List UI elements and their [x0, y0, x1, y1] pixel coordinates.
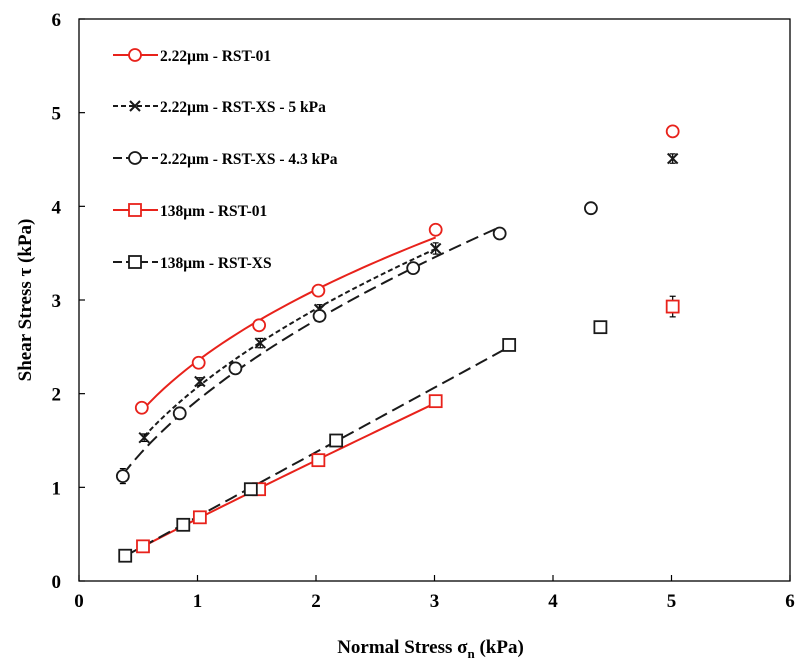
- data-point: [666, 152, 679, 165]
- data-point: [254, 337, 267, 349]
- x-tick-label: 0: [74, 591, 84, 612]
- legend-entry-2: 2.22μm - RST-XS - 4.3 kPa: [113, 151, 338, 168]
- x-marker-stroke: [138, 431, 150, 444]
- series-4-trend-line: [124, 346, 510, 557]
- x-tick-label: 2: [311, 591, 321, 612]
- series-2-points: [115, 201, 598, 485]
- plot-area: [115, 124, 680, 563]
- legend-label: 138μm - RST-XS: [160, 255, 272, 272]
- legend-entry-1: 2.22μm - RST-XS - 5 kPa: [113, 99, 326, 116]
- legend-entry-0: 2.22μm - RST-01: [113, 48, 271, 65]
- x-marker-stroke: [129, 100, 141, 112]
- data-point: [118, 548, 133, 563]
- series-3-points: [136, 295, 680, 554]
- series-0-trend-line: [141, 236, 437, 412]
- data-point: [665, 124, 680, 139]
- data-point: [191, 355, 206, 370]
- series-1-points: [138, 152, 679, 444]
- legend-marker: [128, 151, 142, 165]
- x-tick-label: 6: [785, 591, 795, 612]
- y-tick-label: 2: [52, 385, 62, 406]
- data-point: [172, 406, 187, 421]
- axes: 0 1 2 3 4 5 6 0 1 2 3 4 5 6 Normal Stress σn (kPa) Shea…: [15, 10, 795, 661]
- y-tick-label: 3: [52, 291, 62, 312]
- series-2-trend-line: [122, 226, 501, 476]
- data-point: [228, 361, 243, 376]
- data-point: [136, 539, 150, 554]
- data-point: [502, 338, 517, 352]
- data-point: [243, 482, 258, 497]
- x-marker-stroke: [254, 337, 267, 349]
- data-point: [584, 201, 598, 216]
- data-point: [252, 318, 267, 333]
- data-point: [329, 433, 344, 448]
- y-tick-label: 1: [52, 478, 62, 499]
- y-axis-title: Shear Stress τ (kPa): [15, 219, 36, 382]
- data-point: [138, 431, 150, 444]
- legend-label: 2.22μm - RST-01: [160, 48, 271, 65]
- x-marker-stroke: [666, 152, 679, 165]
- data-point: [192, 510, 207, 525]
- y-tick-label: 0: [52, 572, 62, 593]
- data-point: [311, 283, 326, 298]
- data-point: [665, 299, 680, 314]
- data-point: [115, 469, 130, 483]
- data-point: [311, 453, 326, 468]
- legend-marker: [128, 203, 142, 217]
- data-point: [428, 394, 443, 409]
- x-marker-stroke: [194, 375, 206, 388]
- x-marker-stroke: [429, 242, 442, 255]
- y-tick-label: 6: [52, 10, 62, 31]
- x-tick-label: 5: [667, 591, 677, 612]
- data-point: [312, 309, 327, 323]
- data-point: [176, 517, 191, 532]
- data-point: [593, 320, 608, 335]
- data-point: [406, 261, 421, 276]
- x-tick-label: 1: [193, 591, 203, 612]
- series-4-points: [118, 320, 608, 563]
- data-point: [194, 375, 206, 388]
- legend-entry-4: 138μm - RST-XS: [113, 255, 272, 272]
- series-0-points: [134, 124, 680, 415]
- data-point: [134, 400, 149, 415]
- x-tick-label: 4: [548, 591, 558, 612]
- legend-marker: [128, 48, 142, 62]
- data-point: [429, 242, 442, 255]
- y-tick-label: 4: [52, 197, 62, 218]
- data-point: [492, 226, 507, 241]
- legend-marker: [128, 255, 142, 269]
- legend-label: 2.22μm - RST-XS - 4.3 kPa: [160, 151, 338, 168]
- legend-entry-3: 138μm - RST-01: [113, 203, 267, 220]
- legend: 2.22μm - RST-01 2.22μm - RST-XS - 5 kPa 2.…: [113, 48, 338, 272]
- legend-label: 138μm - RST-01: [160, 203, 267, 220]
- data-point: [428, 222, 443, 237]
- series-3-trend-line: [142, 402, 437, 548]
- legend-label: 2.22μm - RST-XS - 5 kPa: [160, 99, 326, 116]
- legend-marker: [129, 100, 141, 112]
- x-tick-label: 3: [430, 591, 440, 612]
- x-axis-title: Normal Stress σn (kPa): [337, 637, 524, 661]
- series-1-trend-line: [143, 247, 437, 438]
- y-tick-label: 5: [52, 104, 62, 125]
